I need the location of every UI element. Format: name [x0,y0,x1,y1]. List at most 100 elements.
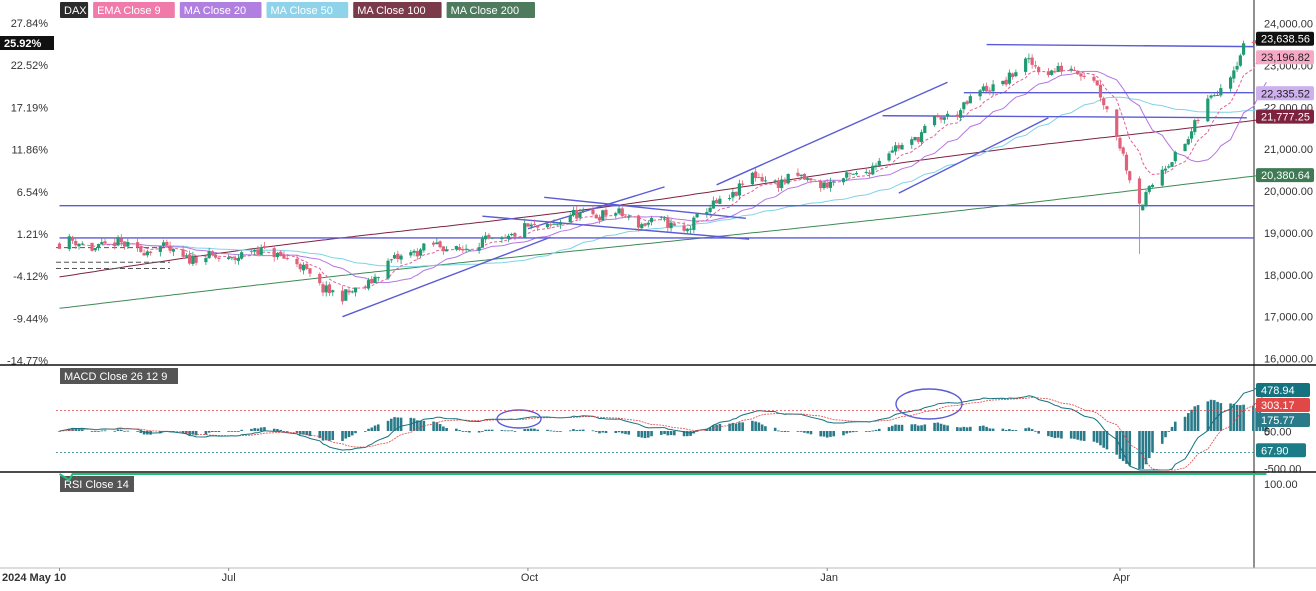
candle-up [418,249,423,256]
macd-histogram-bar [204,431,208,435]
candle-down [487,234,491,239]
macd-histogram-bar [458,430,461,431]
macd-histogram-bar [1050,431,1053,438]
trendline-layer[interactable] [56,43,1255,318]
macd-histogram-bar [477,431,481,433]
legend-item[interactable]: MA Close 100 [353,2,442,18]
candle-down [188,254,192,264]
macd-histogram-bar [1034,430,1037,432]
macd-histogram-bar [1060,431,1063,439]
rsi-badge-label: 67.90 [1261,445,1289,457]
candle-down [1092,76,1096,81]
candle-up [646,222,650,225]
macd-histogram-bar [354,431,357,434]
macd-histogram-bar [916,425,920,431]
macd-histogram-bar [513,430,517,432]
trend-line[interactable] [986,43,1255,48]
macd-histogram-bar [890,425,894,431]
candle-up [773,180,777,182]
macd-histogram-bar [139,431,143,434]
macd-histogram-bar [663,431,666,435]
candle-down [438,241,442,248]
highlight-ellipse[interactable] [496,409,542,429]
macd-histogram-bar [799,431,803,432]
candle-down [285,258,289,260]
candle-up [409,252,413,256]
macd-histogram-bar [978,426,982,431]
macd-histogram-bar [445,427,448,431]
macd-histogram-bar [660,431,663,435]
candle-up [230,257,234,259]
macd-histogram-bar [350,431,354,436]
percent-tick-label: -14.77% [7,356,48,368]
trend-line[interactable] [544,196,746,219]
trend-line[interactable] [342,236,551,318]
macd-tick-label: 0 [1264,426,1270,438]
legend-item[interactable]: DAX [60,2,89,18]
trend-line[interactable] [482,215,750,240]
trend-line[interactable] [898,117,1049,194]
candle-down [848,172,852,174]
candle-up [958,110,963,118]
macd-histogram-bar [422,420,426,431]
candle-down [194,256,198,263]
candle-down [897,145,901,149]
candle-down [591,209,595,215]
macd-line [59,385,1267,471]
macd-histogram-bar [1186,413,1190,431]
candle-down [985,85,989,92]
macd-histogram-bar [1105,431,1109,450]
candle-up [545,223,550,228]
macd-histogram-bar [741,422,744,431]
candle-down [210,251,214,256]
macd-histogram-bar [233,431,237,432]
macd-histogram-bar [591,430,595,432]
candle-down [760,177,764,182]
candle-down [549,224,553,226]
macd-histogram-bar [780,430,783,432]
macd-histogram-bar [581,429,585,431]
candle-up [454,245,458,250]
candle-up [96,244,101,248]
macd-histogram-bar [416,420,419,431]
candle-up [711,200,715,209]
macd-histogram-bar [113,430,117,432]
macd-histogram-bar [97,431,100,432]
candle-down [809,178,813,181]
candle-up [688,228,693,230]
trend-line[interactable] [882,115,1247,119]
candle-down [262,246,267,248]
macd-histogram-bar [991,428,995,431]
rsi-title-label: RSI Close 14 [64,479,129,491]
candle-up [1001,80,1005,85]
trend-line[interactable] [716,81,948,186]
candle-up [366,280,371,289]
macd-histogram-bar [507,430,510,432]
legend-chip [446,2,535,18]
candle-down [955,114,959,118]
legend-item[interactable]: MA Close 50 [266,2,349,18]
macd-histogram-bar [864,431,868,432]
macd-histogram-bar [900,424,904,431]
candle-down [461,249,465,251]
price-tick-label: 20,000.00 [1264,186,1313,198]
legend-item[interactable]: EMA Close 9 [93,2,175,18]
highlight-ellipse[interactable] [895,388,963,420]
macd-histogram-bar [868,431,871,432]
legend-item[interactable]: MA Close 200 [446,2,535,18]
candles-layer [57,38,1268,305]
macd-histogram-bar [159,431,162,434]
percent-tick-label: 1.21% [17,229,48,241]
legend-item[interactable]: MA Close 20 [179,2,262,18]
macd-histogram-bar [819,431,823,437]
macd-histogram-bar [214,431,217,432]
macd-histogram-bar [1167,431,1171,432]
candle-down [1118,137,1122,149]
macd-histogram-bar [191,431,195,435]
macd-histogram-bar [1118,431,1122,459]
macd-histogram-bar [318,431,322,439]
macd-histogram-bar [126,430,130,432]
macd-badge-bg [1256,413,1310,427]
legend[interactable]: DAX EMA Close 9 MA Close 20 MA Close 50 MA C… [60,2,535,18]
